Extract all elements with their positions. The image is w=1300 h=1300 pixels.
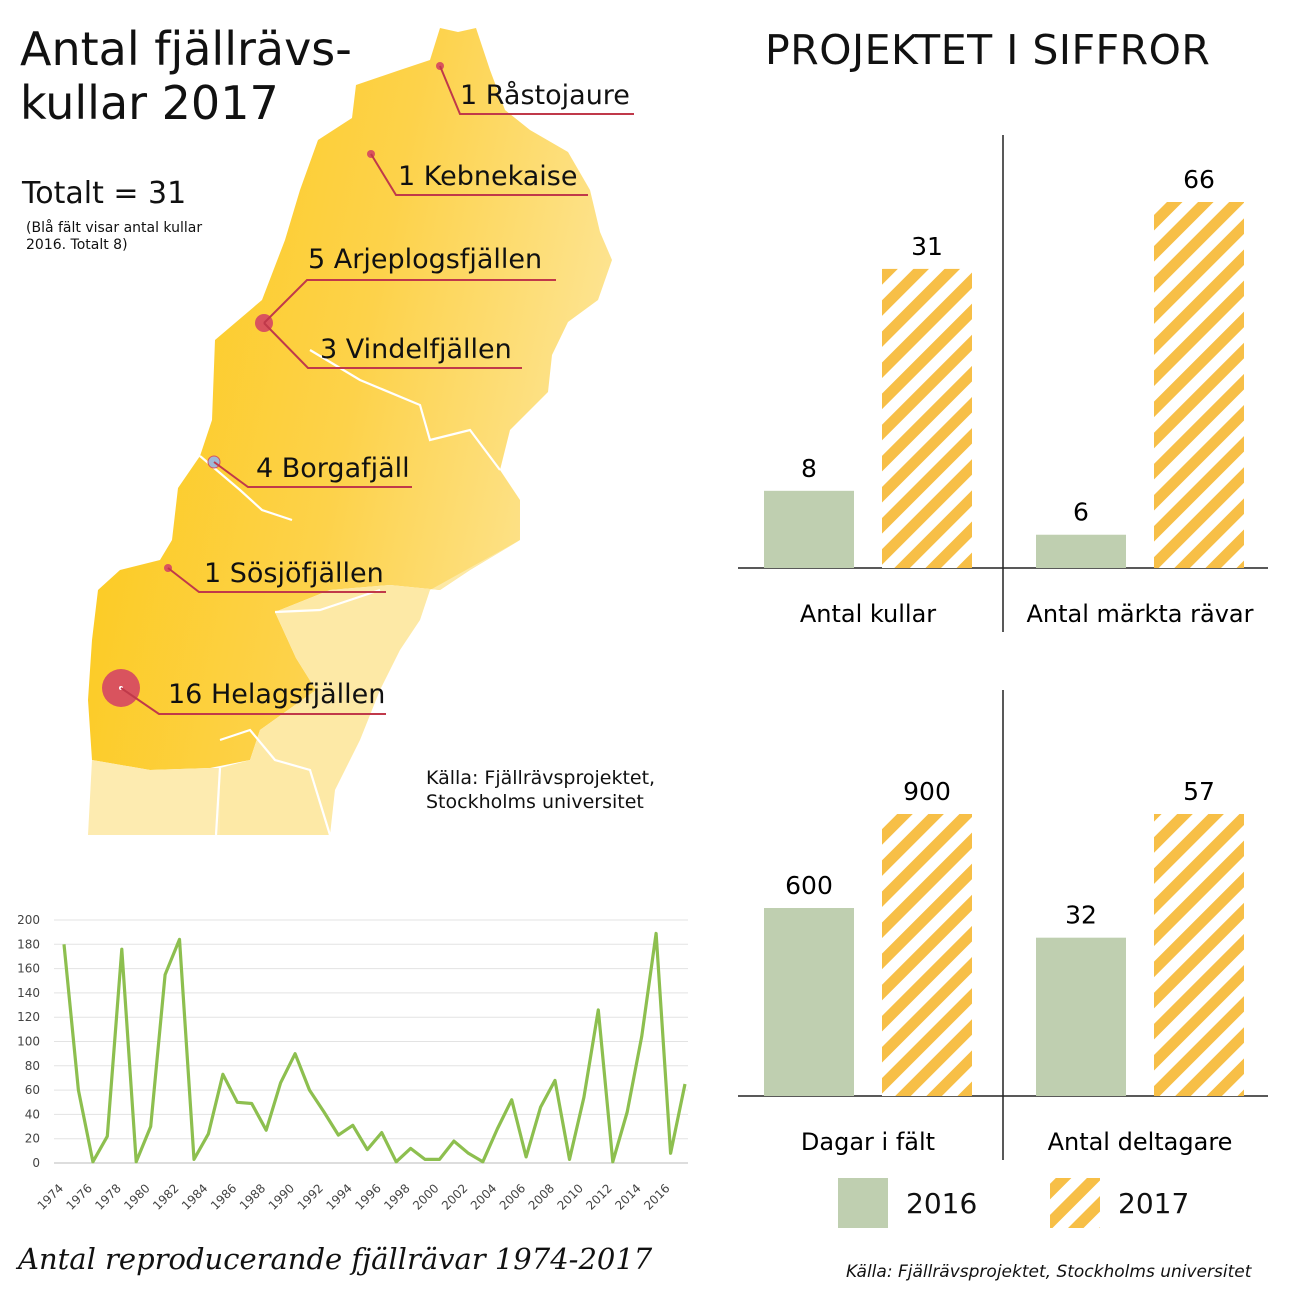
x-tick-label-1990: 1990 [266,1181,297,1212]
value-label-2016-antal-deltagare: 32 [1065,901,1097,930]
category-label-antal-deltagare: Antal deltagare [1048,1128,1233,1156]
bar-2017-antal-kullar [882,268,972,568]
y-tick-label-120: 120 [17,1010,40,1024]
legend-swatch-2017 [1050,1178,1100,1228]
value-label-2017-dagar-i-f-lt: 900 [903,777,951,806]
y-tick-label-140: 140 [17,986,40,1000]
x-tick-label-1978: 1978 [92,1181,123,1212]
bar-2017-antal-deltagare [1154,814,1244,1096]
y-tick-label-0: 0 [32,1156,40,1170]
x-tick-label-2000: 2000 [410,1181,441,1212]
y-tick-label-60: 60 [25,1083,40,1097]
x-tick-label-1986: 1986 [208,1181,239,1212]
leader-lines [120,65,634,715]
x-tick-label-2004: 2004 [468,1181,499,1212]
bar-2016-antal-kullar [764,490,854,568]
map-source-line1: Källa: Fjällrävsprojektet, [426,767,656,789]
x-tick-label-1976: 1976 [64,1181,95,1212]
region-label-rastojaure: 1 Råstojaure [460,80,630,111]
bar-2017-dagar-i-f-lt [882,814,972,1096]
bar-2016-antal-m-rkta-r-var [1036,534,1126,568]
x-tick-label-1998: 1998 [381,1181,412,1212]
category-label-dagar-i-f-lt: Dagar i fält [801,1128,935,1156]
legend-label-2017: 2017 [1118,1187,1190,1220]
x-tick-label-1994: 1994 [323,1181,354,1212]
x-tick-label-1982: 1982 [150,1181,181,1212]
y-tick-label-80: 80 [25,1059,40,1073]
value-label-2016-dagar-i-f-lt: 600 [785,871,833,900]
region-label-arjeplogsfjallen: 5 Arjeplogsfjällen [308,244,543,275]
bar-2017-antal-m-rkta-r-var [1154,202,1244,568]
value-label-2017-antal-deltagare: 57 [1183,777,1215,806]
x-tick-label-2012: 2012 [583,1181,614,1212]
y-tick-label-160: 160 [17,962,40,976]
region-label-kebnekaise: 1 Kebnekaise [398,161,578,192]
map-title: Antal fjällrävs- kullar 2017 [20,22,352,130]
bar-2016-dagar-i-f-lt [764,908,854,1096]
projekt-title: PROJEKTET I SIFFROR [765,26,1211,74]
x-tick-label-1996: 1996 [352,1181,383,1212]
land-main [88,28,612,770]
y-tick-label-100: 100 [17,1035,40,1049]
line-chart-caption: Antal reproducerande fjällrävar 1974-201… [18,1242,653,1276]
region-label-sosjofjallen: 1 Sösjöfjällen [204,558,384,589]
map-note: (Blå fält visar antal kullar 2016. Total… [26,220,203,253]
x-tick-label-2010: 2010 [555,1181,586,1212]
county-borders [199,349,501,836]
category-label-antal-kullar: Antal kullar [800,600,936,628]
category-label-antal-m-rkta-r-var: Antal märkta rävar [1027,600,1254,628]
x-tick-label-1992: 1992 [295,1181,326,1212]
x-tick-label-2008: 2008 [526,1181,557,1212]
x-tick-label-2002: 2002 [439,1181,470,1212]
y-tick-label-20: 20 [25,1132,40,1146]
map-source: Källa: Fjällrävsprojektet, Stockholms un… [426,766,706,814]
value-label-2016-antal-m-rkta-r-var: 6 [1073,498,1089,527]
x-tick-label-1988: 1988 [237,1181,268,1212]
legend-label-2016: 2016 [906,1187,978,1220]
map-title-line2: kullar 2017 [20,76,279,130]
land-light [220,540,520,835]
region-label-helagsfjallen: 16 Helagsfjällen [168,679,386,710]
x-tick-label-1984: 1984 [179,1181,210,1212]
land-south-light [88,760,220,835]
region-label-borgafjall: 4 Borgafjäll [256,453,410,484]
map-title-line1: Antal fjällrävs- [20,22,352,76]
value-label-2016-antal-kullar: 8 [801,454,817,483]
x-tick-label-1980: 1980 [121,1181,152,1212]
map-source-line2: Stockholms universitet [426,791,644,813]
legend [838,1178,1100,1228]
x-tick-label-1974: 1974 [35,1181,66,1212]
x-tick-label-2014: 2014 [612,1181,643,1212]
y-tick-label-40: 40 [25,1107,40,1121]
y-tick-label-180: 180 [17,937,40,951]
legend-swatch-2016 [838,1178,888,1228]
value-label-2017-antal-kullar: 31 [911,232,943,261]
bar-2016-antal-deltagare [1036,937,1126,1096]
right-source: Källa: Fjällrävsprojektet, Stockholms un… [846,1262,1252,1282]
region-label-vindelfjallen: 3 Vindelfjällen [320,334,512,365]
map-total: Totalt = 31 [22,176,187,211]
x-tick-label-2006: 2006 [497,1181,528,1212]
x-tick-label-2016: 2016 [641,1181,672,1212]
y-tick-label-200: 200 [17,913,40,927]
value-label-2017-antal-m-rkta-r-var: 66 [1183,165,1215,194]
series-line-reproducerande [62,931,687,1164]
